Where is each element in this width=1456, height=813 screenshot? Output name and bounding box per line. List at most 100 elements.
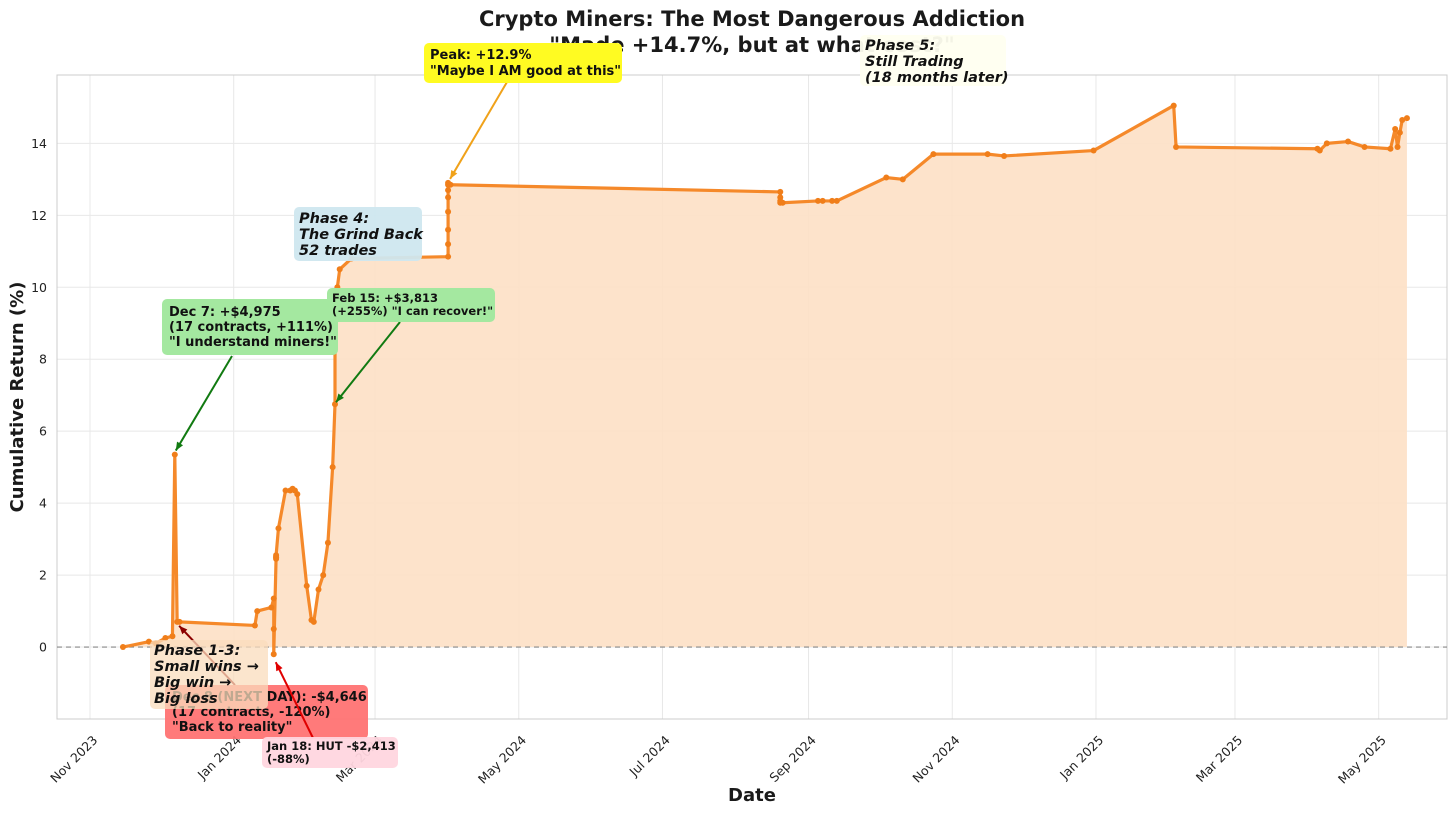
data-point — [447, 181, 454, 188]
jan18-arrow-head — [275, 662, 283, 672]
y-tick-label: 12 — [31, 208, 47, 223]
feb15-text: Feb 15: +$3,813 — [332, 291, 438, 305]
data-point — [1387, 145, 1394, 152]
phase-1-3-text: Phase 1-3: — [154, 643, 240, 659]
jan18-text: Jan 18: HUT -$2,413 — [266, 739, 396, 753]
data-point — [324, 539, 331, 546]
data-point — [1316, 147, 1323, 154]
dec7-text: "I understand miners!" — [169, 335, 337, 350]
x-axis-label: Date — [728, 785, 776, 806]
peak-arrow-head — [450, 170, 458, 179]
x-tick-label: Mar 2025 — [1193, 732, 1246, 785]
data-point — [445, 253, 452, 260]
dec7-box — [162, 299, 338, 355]
phase-5-text: Still Trading — [865, 54, 964, 70]
data-point — [251, 622, 258, 629]
y-axis-ticks: 0 2 4 6 8 10 12 14 — [31, 136, 47, 655]
y-axis-label: Cumulative Return (%) — [7, 282, 28, 513]
phase-1-3-text: Big loss — [154, 691, 218, 707]
y-tick-label: 10 — [31, 280, 47, 295]
plot-area — [56, 74, 1448, 720]
data-point — [336, 266, 343, 273]
data-point — [1323, 140, 1330, 147]
data-point — [445, 194, 452, 201]
jan18-box — [262, 737, 398, 768]
x-tick-label: May 2025 — [1335, 732, 1389, 786]
data-point — [883, 174, 890, 181]
data-point — [1090, 147, 1097, 154]
data-point — [1394, 143, 1401, 150]
data-point — [829, 197, 836, 204]
data-point — [445, 208, 452, 215]
jan18-text: (-88%) — [267, 752, 310, 766]
data-point — [315, 586, 322, 593]
data-point — [270, 651, 277, 658]
phase-4-text: The Grind Back — [299, 227, 424, 243]
data-point — [310, 618, 317, 625]
data-point — [176, 618, 183, 625]
data-point — [1396, 129, 1403, 136]
data-point — [1403, 115, 1410, 122]
data-point — [777, 188, 784, 195]
feb15-arrow-head — [336, 393, 344, 403]
phase-1-3-text: Small wins → — [154, 659, 259, 675]
data-point — [303, 582, 310, 589]
data-point — [984, 151, 991, 158]
data-point — [814, 197, 821, 204]
data-point — [171, 451, 178, 458]
phase-1-3-box — [150, 640, 268, 709]
peak-box — [424, 43, 622, 83]
data-point — [899, 176, 906, 183]
data-point — [332, 401, 338, 408]
phase-4-box — [294, 207, 422, 261]
data-point — [445, 241, 452, 248]
data-point — [1173, 143, 1180, 150]
data-point — [254, 608, 261, 615]
dec7-arrow-head — [175, 441, 184, 451]
y-tick-label: 0 — [39, 640, 47, 655]
data-point — [1361, 143, 1368, 150]
data-point — [445, 226, 452, 233]
jan18-arrow — [274, 661, 314, 739]
x-tick-label: Sep 2024 — [766, 732, 819, 785]
data-point — [819, 197, 826, 204]
feb15-arrow — [335, 321, 401, 403]
feb15-box — [327, 288, 495, 322]
phase-5-text: (18 months later) — [865, 70, 1008, 86]
data-point — [779, 199, 786, 206]
y-tick-label: 14 — [31, 136, 47, 151]
data-point — [833, 197, 840, 204]
plot-frame — [56, 74, 1448, 720]
x-tick-label: Nov 2024 — [909, 732, 962, 785]
data-point — [445, 187, 452, 194]
data-point — [1392, 125, 1399, 132]
data-point — [169, 633, 176, 640]
x-tick-label: Nov 2023 — [47, 732, 100, 785]
x-tick-label: May 2024 — [475, 732, 529, 786]
nextday-text: "Back to reality" — [172, 720, 292, 735]
y-tick-label: 8 — [39, 352, 47, 367]
data-point — [270, 595, 277, 602]
data-point — [329, 464, 336, 471]
peak-text: Peak: +12.9% — [430, 48, 531, 63]
phase-1-3-text: Big win → — [154, 675, 231, 691]
data-point — [119, 644, 126, 651]
dec7-arrow — [174, 355, 233, 452]
data-point — [320, 572, 327, 579]
data-point — [270, 626, 277, 633]
data-point — [1399, 116, 1406, 123]
dec7-text: Dec 7: +$4,975 — [169, 305, 281, 320]
data-point — [1170, 102, 1177, 109]
nextday-arrow-head — [179, 625, 188, 635]
phase-4-text: Phase 4: — [299, 211, 369, 227]
phase-4-text: 52 trades — [299, 243, 377, 259]
data-point — [273, 552, 280, 559]
chart-title: Crypto Miners: The Most Dangerous Addict… — [479, 7, 1025, 31]
annotations: Phase 5:Still Trading(18 months later) Pe… — [150, 35, 1008, 768]
phase-5-box — [860, 35, 1006, 86]
y-tick-label: 4 — [39, 496, 47, 511]
y-tick-label: 2 — [39, 568, 47, 583]
data-point — [275, 525, 282, 532]
data-point — [294, 491, 301, 498]
